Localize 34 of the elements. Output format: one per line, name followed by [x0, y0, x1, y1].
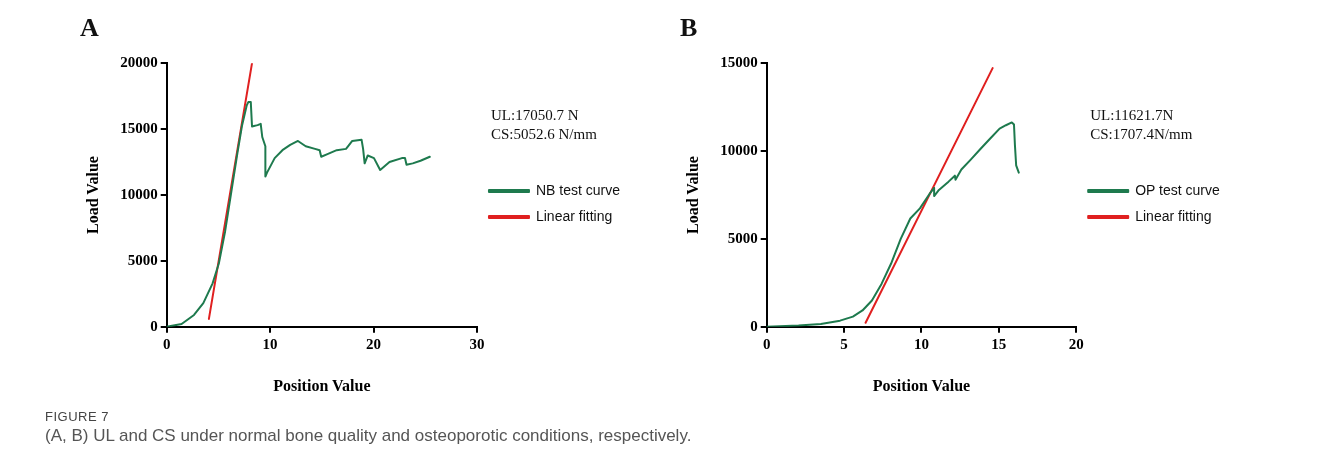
x-tick-label: 5 — [839, 335, 848, 352]
text: UL:17050.7 N — [490, 106, 579, 123]
text: CS:5052.6 N/mm — [490, 125, 597, 142]
y-axis-title: Load Value — [83, 156, 101, 234]
y-tick-label: 0 — [149, 317, 158, 334]
y-tick-label: 10000 — [719, 141, 758, 158]
y-tick-label: 10000 — [119, 185, 158, 202]
y-axis-title: Load Value — [683, 156, 701, 234]
chart-title: A — [79, 13, 99, 43]
legend-label: NB test curve — [535, 181, 620, 198]
x-tick-label: 0 — [162, 335, 170, 352]
legend-label: OP test curve — [1134, 181, 1220, 198]
x-tick-label: 30 — [468, 335, 484, 352]
x-tick-label: 10 — [262, 335, 278, 352]
x-tick-label: 0 — [762, 335, 770, 352]
text: CS:1707.4N/mm — [1089, 125, 1193, 142]
y-tick-label: 15000 — [719, 54, 758, 71]
y-tick-label: 0 — [749, 317, 758, 334]
y-tick-label: 15000 — [119, 119, 158, 136]
x-axis-title: Position Value — [272, 376, 371, 394]
text: (A, B) UL and CS under normal bone quality and osteoporotic conditions, respectively. — [45, 426, 693, 446]
y-tick-label: 5000 — [727, 229, 758, 246]
y-tick-label: 5000 — [127, 251, 158, 268]
y-tick-label: 20000 — [119, 54, 158, 71]
x-tick-label: 20 — [1068, 335, 1084, 352]
text: FIGURE 7 — [45, 409, 110, 424]
text: UL:11621.7N — [1089, 106, 1174, 123]
chart-title: B — [679, 13, 697, 43]
legend-label: Linear fitting — [1134, 207, 1211, 224]
x-tick-label: 15 — [990, 335, 1006, 352]
legend-label: Linear fitting — [535, 207, 612, 224]
x-tick-label: 10 — [913, 335, 929, 352]
x-tick-label: 20 — [365, 335, 381, 352]
x-axis-title: Position Value — [872, 376, 970, 394]
